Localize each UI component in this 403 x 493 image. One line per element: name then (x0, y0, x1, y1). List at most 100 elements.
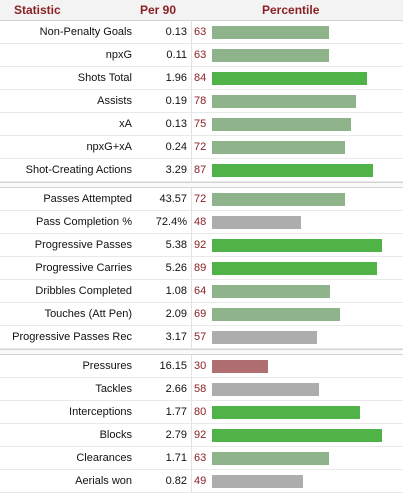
percentile-value: 87 (194, 164, 207, 176)
stat-label: Pass Completion % (36, 216, 132, 228)
stat-label: Aerials won (75, 475, 132, 487)
table-row: Passes Attempted 43.57 72 (0, 188, 403, 211)
table-row: Pressures 16.15 30 (0, 355, 403, 378)
table-row: npxG+xA 0.24 72 (0, 136, 403, 159)
table-row: Aerials won 0.82 49 (0, 470, 403, 493)
per90-value: 0.11 (137, 44, 192, 66)
per90-value: 0.19 (137, 90, 192, 112)
percentile-value: 49 (194, 475, 207, 487)
stat-label: Shots Total (77, 72, 132, 84)
per90-value: 2.09 (137, 303, 192, 325)
table-row: Interceptions 1.77 80 (0, 401, 403, 424)
table-row: Progressive Passes Rec 3.17 57 (0, 326, 403, 349)
header-percentile[interactable]: Percentile (262, 3, 320, 17)
stat-label: Touches (Att Pen) (44, 308, 132, 320)
per90-value: 0.13 (137, 113, 192, 135)
percentile-bar (212, 360, 268, 373)
percentile-bar (212, 49, 329, 62)
per90-value: 2.79 (137, 424, 192, 446)
stat-label: npxG (105, 49, 132, 61)
per90-value: 43.57 (137, 188, 192, 210)
percentile-bar (212, 95, 356, 108)
per90-value: 1.77 (137, 401, 192, 423)
percentile-value: 48 (194, 216, 207, 228)
per90-value: 3.29 (137, 159, 192, 181)
percentile-bar (212, 285, 330, 298)
group-separator (0, 349, 403, 355)
per90-value: 1.96 (137, 67, 192, 89)
percentile-bar (212, 475, 303, 488)
table-row: Blocks 2.79 92 (0, 424, 403, 447)
percentile-bar (212, 383, 319, 396)
per90-value: 0.24 (137, 136, 192, 158)
percentile-value: 57 (194, 331, 207, 343)
stat-label: xA (119, 118, 132, 130)
percentile-value: 92 (194, 239, 207, 251)
percentile-value: 63 (194, 452, 207, 464)
percentile-bar (212, 72, 367, 85)
stat-label: npxG+xA (86, 141, 132, 153)
percentile-bar (212, 193, 345, 206)
per90-value: 1.08 (137, 280, 192, 302)
table-header: Statistic Per 90 Percentile (0, 0, 403, 21)
percentile-bar (212, 452, 329, 465)
table-row: Pass Completion % 72.4% 48 (0, 211, 403, 234)
table-row: Progressive Passes 5.38 92 (0, 234, 403, 257)
stat-label: Interceptions (69, 406, 132, 418)
header-statistic[interactable]: Statistic (14, 3, 61, 17)
stat-label: Progressive Carries (35, 262, 132, 274)
per90-value: 3.17 (137, 326, 192, 348)
table-row: Shot-Creating Actions 3.29 87 (0, 159, 403, 182)
percentile-bar (212, 429, 382, 442)
stat-label: Dribbles Completed (35, 285, 132, 297)
stat-label: Passes Attempted (43, 193, 132, 205)
percentile-value: 78 (194, 95, 207, 107)
percentile-value: 80 (194, 406, 207, 418)
stat-label: Shot-Creating Actions (25, 164, 132, 176)
stat-label: Pressures (82, 360, 132, 372)
table-row: xA 0.13 75 (0, 113, 403, 136)
per90-value: 5.26 (137, 257, 192, 279)
percentile-bar (212, 216, 301, 229)
table-row: npxG 0.11 63 (0, 44, 403, 67)
percentile-bar (212, 164, 373, 177)
table-row: Touches (Att Pen) 2.09 69 (0, 303, 403, 326)
percentile-value: 72 (194, 141, 207, 153)
per90-value: 0.82 (137, 470, 192, 492)
header-per90[interactable]: Per 90 (140, 3, 177, 17)
group-separator (0, 182, 403, 188)
table-row: Tackles 2.66 58 (0, 378, 403, 401)
table-row: Non-Penalty Goals 0.13 63 (0, 21, 403, 44)
percentile-value: 92 (194, 429, 207, 441)
per90-value: 2.66 (137, 378, 192, 400)
percentile-value: 69 (194, 308, 207, 320)
percentile-bar (212, 308, 340, 321)
percentile-bar (212, 406, 360, 419)
percentile-bar (212, 239, 382, 252)
per90-value: 16.15 (137, 355, 192, 377)
per90-value: 5.38 (137, 234, 192, 256)
per90-value: 1.71 (137, 447, 192, 469)
percentile-bar (212, 262, 377, 275)
table-row: Dribbles Completed 1.08 64 (0, 280, 403, 303)
stat-label: Tackles (95, 383, 132, 395)
percentile-value: 72 (194, 193, 207, 205)
percentile-bar (212, 118, 351, 131)
stat-label: Progressive Passes (34, 239, 132, 251)
stat-label: Assists (97, 95, 132, 107)
percentile-value: 63 (194, 49, 207, 61)
table-body: Non-Penalty Goals 0.13 63 npxG 0.11 63 Shots T… (0, 21, 403, 493)
table-row: Progressive Carries 5.26 89 (0, 257, 403, 280)
per90-value: 72.4% (137, 211, 192, 233)
percentile-value: 30 (194, 360, 207, 372)
percentile-value: 89 (194, 262, 207, 274)
stat-label: Blocks (99, 429, 132, 441)
percentile-value: 75 (194, 118, 207, 130)
table-row: Shots Total 1.96 84 (0, 67, 403, 90)
percentile-value: 58 (194, 383, 207, 395)
percentile-value: 84 (194, 72, 207, 84)
table-row: Assists 0.19 78 (0, 90, 403, 113)
per90-value: 0.13 (137, 21, 192, 43)
percentile-bar (212, 331, 317, 344)
